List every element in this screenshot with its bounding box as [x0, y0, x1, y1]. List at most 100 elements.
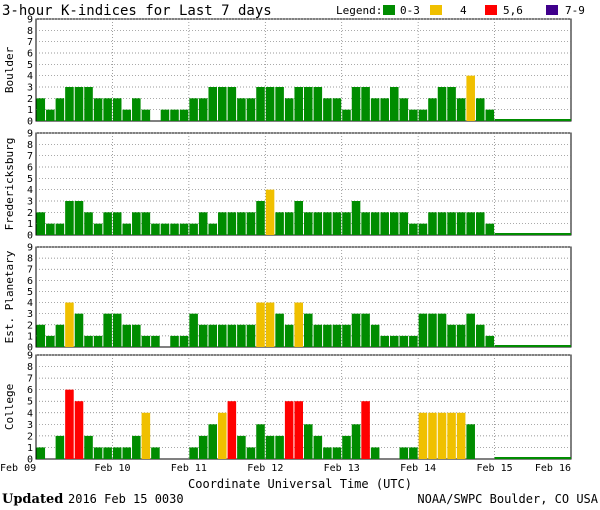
kp-bar	[93, 447, 103, 459]
no-data-baseline	[494, 457, 571, 459]
y-tick-label: 2	[27, 320, 33, 331]
kp-bar	[179, 223, 189, 235]
kp-bar	[437, 412, 447, 459]
kp-bar	[389, 335, 399, 347]
kp-bar	[466, 75, 475, 121]
kp-bar	[294, 87, 303, 121]
kp-bar	[284, 212, 294, 235]
legend-entry-4: 4	[460, 4, 467, 17]
kp-bar	[485, 109, 495, 121]
kp-bar	[246, 212, 256, 235]
y-tick-label: 7	[27, 151, 33, 162]
kp-bar	[380, 335, 389, 347]
no-data-baseline	[494, 233, 571, 235]
footer-updated-label: Updated	[2, 492, 63, 507]
kp-bar	[265, 189, 275, 235]
legend-swatch-4	[430, 5, 442, 15]
kp-bar	[294, 201, 303, 235]
kp-bar	[475, 98, 485, 121]
y-tick-label: 1	[27, 105, 33, 116]
kp-bar	[370, 212, 380, 235]
kp-bar	[93, 98, 103, 121]
y-tick-label: 1	[27, 219, 33, 230]
kp-bar	[160, 109, 170, 121]
kp-bar	[84, 435, 93, 459]
kp-bar	[122, 324, 132, 347]
kp-bar	[456, 324, 466, 347]
y-tick-label: 5	[27, 60, 33, 71]
legend-entry-0-3: 0-3	[400, 4, 420, 17]
y-tick-label: 2	[27, 208, 33, 219]
kp-bar	[218, 324, 227, 347]
kp-bar	[447, 212, 456, 235]
kp-bar	[112, 313, 122, 347]
kp-bar	[332, 212, 342, 235]
kp-bar	[55, 98, 65, 121]
kp-bar	[284, 401, 294, 459]
kp-bar	[342, 212, 351, 235]
kp-bar	[342, 109, 351, 121]
kp-bar	[170, 109, 179, 121]
kp-bar	[256, 87, 265, 121]
kp-bar	[323, 447, 332, 459]
y-tick-label: 8	[27, 26, 33, 37]
y-tick-label: 8	[27, 362, 33, 373]
kp-bar	[189, 98, 198, 121]
kp-bar	[323, 98, 332, 121]
kp-bar	[103, 212, 112, 235]
y-tick-label: 3	[27, 83, 33, 94]
kp-bar	[170, 223, 179, 235]
kp-bar	[409, 335, 418, 347]
y-tick-label: 7	[27, 265, 33, 276]
kp-bar	[370, 324, 380, 347]
kp-bar	[46, 109, 55, 121]
kp-bar	[132, 98, 141, 121]
legend-swatch-0-3	[383, 5, 395, 15]
kp-bar	[284, 98, 294, 121]
kp-bar	[65, 302, 74, 347]
kp-bar	[151, 223, 160, 235]
kp-bar	[399, 447, 409, 459]
kp-bar	[208, 87, 218, 121]
kp-bar	[208, 324, 218, 347]
kp-bar	[36, 447, 46, 459]
x-tick-label: Feb 13	[324, 463, 360, 474]
kp-bar	[198, 98, 208, 121]
kp-bar	[304, 424, 313, 459]
kp-bar	[304, 313, 313, 347]
kp-bar	[485, 335, 495, 347]
kp-bar	[256, 302, 265, 347]
y-tick-label: 5	[27, 397, 33, 408]
y-tick-label: 5	[27, 287, 33, 298]
kp-bar	[65, 87, 74, 121]
y-tick-label: 9	[27, 351, 33, 362]
kp-bar	[399, 335, 409, 347]
kp-bar	[409, 447, 418, 459]
y-tick-label: 9	[27, 129, 33, 140]
kp-bar	[332, 98, 342, 121]
y-tick-label: 7	[27, 37, 33, 48]
kp-bar	[466, 212, 475, 235]
kp-bar	[447, 324, 456, 347]
y-tick-label: 2	[27, 94, 33, 105]
kp-bar	[151, 447, 160, 459]
y-tick-label: 6	[27, 49, 33, 60]
y-tick-label: 4	[27, 408, 33, 419]
y-tick-label: 2	[27, 431, 33, 442]
kp-bar	[227, 401, 237, 459]
y-tick-label: 6	[27, 163, 33, 174]
panel-frame	[35, 354, 572, 460]
x-tick-label: Feb 16	[535, 463, 571, 474]
kp-bar	[409, 109, 418, 121]
y-tick-label: 8	[27, 254, 33, 265]
y-tick-label: 7	[27, 374, 33, 385]
kp-bar	[218, 87, 227, 121]
kp-bar	[466, 424, 475, 459]
kp-bar	[198, 212, 208, 235]
kp-bar	[189, 447, 198, 459]
kp-bar	[227, 212, 237, 235]
y-tick-label: 8	[27, 140, 33, 151]
panel-label: Fredericksburg	[3, 138, 16, 231]
